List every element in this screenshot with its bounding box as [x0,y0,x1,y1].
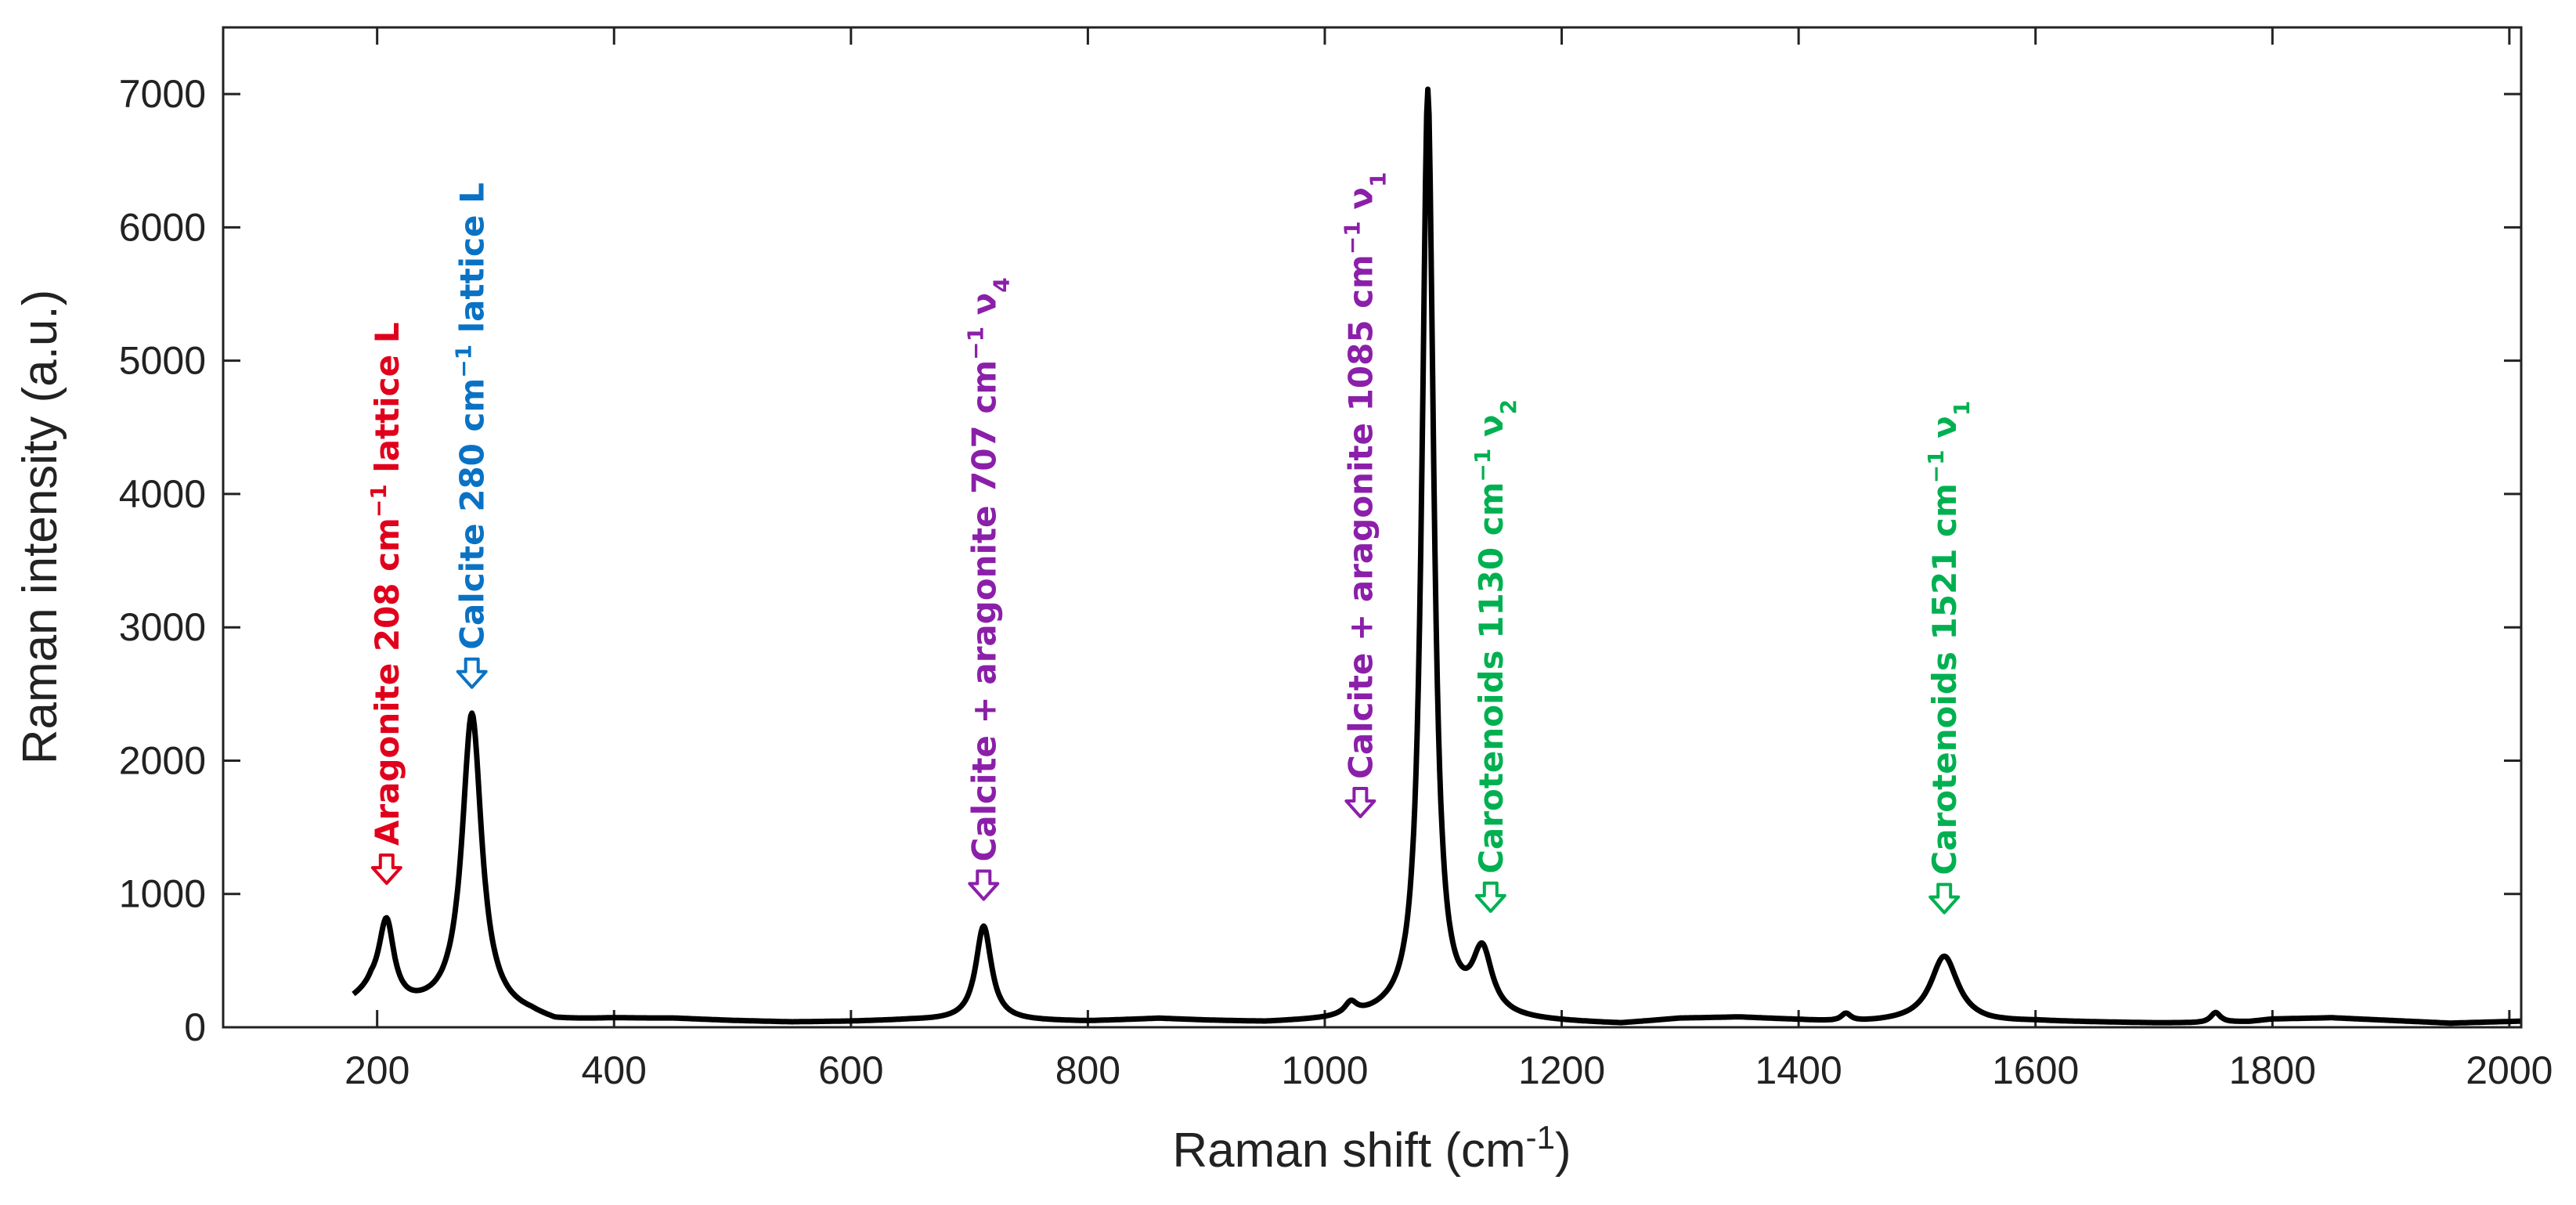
peak-annotation: Aragonite 208 cm−1 lattice L [365,323,406,886]
annotation-rest: ν [965,293,1003,327]
arrow-icon [968,869,1000,901]
annotations: Aragonite 208 cm−1 lattice L Calcite 280 … [365,172,1975,915]
annotation-rest: lattice L [453,182,492,345]
annotation-label: Aragonite 208 cm−1 lattice L [365,323,406,846]
arrow-icon [456,657,488,689]
y-tick-label: 4000 [119,472,206,516]
peak-annotation: Calcite + aragonite 707 cm−1 ν4 [962,277,1014,901]
arrow-icon [370,853,402,886]
annotation-text: Carotenoids 1521 cm [1925,483,1964,875]
annotation-label: Calcite + aragonite 707 cm−1 ν4 [962,277,1014,861]
annotation-sup: −1 [1923,449,1949,483]
arrow-icon [1344,787,1376,818]
annotation-sup: −1 [962,327,988,360]
annotation-rest: lattice L [368,323,406,485]
arrow-icon [1928,882,1961,915]
x-tick-label: 2000 [2466,1048,2553,1092]
annotation-sub: 4 [988,277,1014,292]
y-tick-label: 3000 [119,605,206,649]
x-tick-label: 800 [1055,1048,1120,1092]
y-tick-label: 1000 [119,872,206,916]
annotation-text: Calcite + aragonite 707 cm [965,360,1003,862]
x-axis-label-sup: -1 [1526,1119,1555,1156]
x-tick-label: 400 [582,1048,647,1092]
annotation-text: Aragonite 208 cm [368,518,406,846]
annotation-rest: ν [1925,416,1964,449]
x-tick-label: 1600 [1992,1048,2079,1092]
plot-frame [222,26,2523,1029]
annotation-rest: ν [1341,187,1380,221]
spectrum-line [352,86,2523,1026]
y-tick-label: 2000 [119,738,206,782]
annotation-text: Calcite 280 cm [453,378,492,650]
arrow-icon [1474,881,1506,913]
annotation-sub: 1 [1365,172,1391,187]
x-axis-ticks: 200 400 600 800 1000 1200 1400 1600 1800 2000 [345,27,2553,1092]
peak-annotation: Calcite + aragonite 1085 cm−1 ν1 [1339,172,1391,818]
y-tick-label: 6000 [119,205,206,249]
y-tick-label: 0 [184,1005,206,1049]
y-axis-label: Raman intensity (a.u.) [13,290,67,764]
x-axis-label-main: Raman shift (cm [1172,1124,1525,1178]
x-axis-label: Raman shift (cm-1) [1172,1119,1571,1178]
peak-annotation: Calcite 280 cm−1 lattice L [450,182,492,689]
annotation-sup: −1 [450,345,476,378]
annotation-text: Carotenoids 1130 cm [1472,482,1510,874]
annotation-sup: −1 [365,484,391,518]
x-axis-label-suffix: ) [1555,1124,1571,1178]
peak-annotation: Carotenoids 1130 cm−1 ν2 [1469,399,1521,913]
annotation-label: Calcite + aragonite 1085 cm−1 ν1 [1339,172,1391,780]
x-tick-label: 1200 [1518,1048,1605,1092]
series-layer [352,86,2523,1026]
x-tick-label: 1800 [2229,1048,2316,1092]
annotation-label: Calcite 280 cm−1 lattice L [450,182,492,650]
annotation-sub: 2 [1495,399,1521,414]
peak-annotation: Carotenoids 1521 cm−1 ν1 [1923,401,1975,915]
annotation-sub: 1 [1949,401,1975,416]
annotation-text: Calcite + aragonite 1085 cm [1341,254,1380,779]
annotation-sup: −1 [1339,221,1365,254]
y-axis-ticks: 0 1000 2000 3000 4000 5000 6000 7000 [119,72,2521,1049]
annotation-sup: −1 [1469,449,1495,482]
annotation-rest: ν [1472,414,1510,448]
y-tick-label: 5000 [119,339,206,383]
x-tick-label: 200 [345,1048,409,1092]
y-tick-label: 7000 [119,72,206,116]
x-tick-label: 600 [818,1048,883,1092]
plot-area [223,27,2521,1027]
x-tick-label: 1000 [1281,1048,1368,1092]
annotation-label: Carotenoids 1130 cm−1 ν2 [1469,399,1521,874]
x-tick-label: 1400 [1755,1048,1842,1092]
annotation-label: Carotenoids 1521 cm−1 ν1 [1923,401,1975,875]
